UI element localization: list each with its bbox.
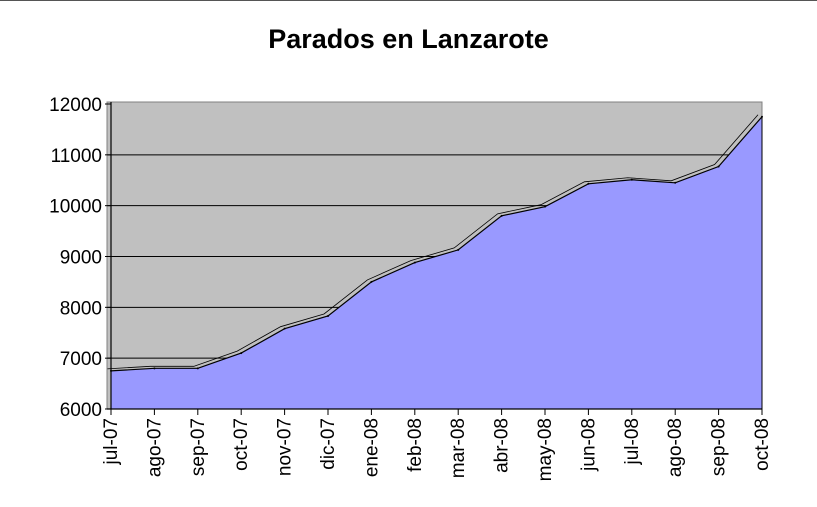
x-tick-label: sep-07 bbox=[188, 418, 209, 476]
x-tick-label: oct-07 bbox=[231, 418, 252, 471]
y-tick-label: 7000 bbox=[60, 349, 102, 370]
top-rule bbox=[0, 0, 817, 1]
data-point bbox=[413, 261, 416, 264]
x-tick-label: jul-08 bbox=[622, 418, 643, 465]
x-tick-label: jun-08 bbox=[578, 418, 599, 472]
data-point bbox=[717, 165, 720, 168]
data-point bbox=[630, 178, 633, 181]
data-point bbox=[153, 367, 156, 370]
data-point bbox=[674, 181, 677, 184]
y-tick-label: 9000 bbox=[60, 248, 102, 269]
axes bbox=[105, 102, 763, 415]
area-series-outline bbox=[110, 116, 763, 372]
x-tick-label: abr-08 bbox=[492, 418, 513, 473]
area-series-fill bbox=[111, 116, 762, 409]
data-point bbox=[240, 352, 243, 355]
x-tick-label: feb-08 bbox=[405, 418, 426, 472]
data-point bbox=[500, 214, 503, 217]
x-tick-label: nov-07 bbox=[275, 418, 296, 476]
data-point bbox=[196, 367, 199, 370]
x-tick-label: ago-08 bbox=[665, 418, 686, 477]
y-tick-label: 10000 bbox=[49, 197, 102, 218]
area-series-ridge bbox=[106, 114, 759, 370]
x-tick-label: oct-08 bbox=[752, 418, 773, 471]
x-tick-label: may-08 bbox=[535, 418, 556, 481]
x-tick-label: ene-08 bbox=[361, 418, 382, 477]
data-point bbox=[327, 314, 329, 317]
y-tick-label: 11000 bbox=[51, 146, 102, 167]
y-axis-tick-labels: 6000 7000 8000 9000 10000 11000 12000 bbox=[49, 95, 102, 421]
x-tick-label: sep-08 bbox=[709, 418, 730, 476]
chart-title: Parados en Lanzarote bbox=[268, 24, 549, 54]
data-point bbox=[457, 248, 460, 251]
x-tick-label: dic-07 bbox=[318, 418, 339, 470]
x-tick-label: ago-07 bbox=[144, 418, 165, 477]
data-point bbox=[283, 327, 286, 330]
y-tick-label: 6000 bbox=[60, 400, 102, 421]
x-axis-tick-labels: jul-07 ago-07 sep-07 oct-07 nov-07 dic-07 ene-… bbox=[101, 418, 773, 481]
x-tick-label: mar-08 bbox=[448, 418, 469, 478]
data-point bbox=[370, 280, 373, 283]
y-tick-label: 12000 bbox=[49, 95, 102, 116]
data-point bbox=[587, 182, 590, 185]
data-point bbox=[544, 205, 546, 208]
x-tick-label: jul-07 bbox=[101, 418, 122, 465]
y-tick-label: 8000 bbox=[60, 298, 102, 319]
